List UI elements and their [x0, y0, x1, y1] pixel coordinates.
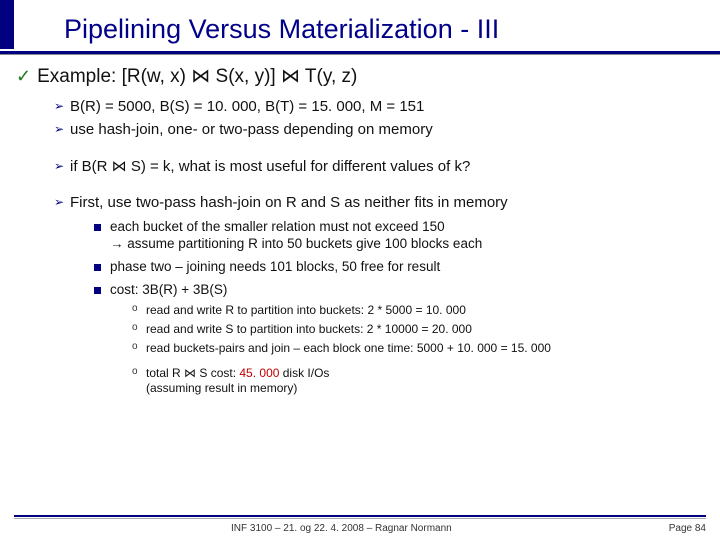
footer: INF 3100 – 21. og 22. 4. 2008 – Ragnar N… — [0, 515, 720, 534]
join-icon: ⋈ — [184, 366, 196, 380]
footer-center: INF 3100 – 21. og 22. 4. 2008 – Ragnar N… — [14, 523, 669, 534]
title-accent — [0, 0, 14, 49]
circle-item: read and write S to partition into bucke… — [132, 322, 710, 337]
circle-list: read and write R to partition into bucke… — [132, 303, 710, 356]
bullet-item: B(R) = 5000, B(S) = 10. 000, B(T) = 15. … — [54, 98, 710, 117]
bullet-item: use hash-join, one- or two-pass dependin… — [54, 121, 710, 140]
s1b: → assume partitioning R into 50 buckets … — [110, 236, 482, 251]
footer-row: INF 3100 – 21. og 22. 4. 2008 – Ragnar N… — [14, 523, 706, 534]
check-icon: ✓ — [16, 65, 31, 87]
join-icon: ⋈ — [112, 158, 127, 175]
join-icon: ⋈ — [281, 66, 300, 87]
s1a: each bucket of the smaller relation must… — [110, 219, 445, 234]
b3-post: S) = k, what is most useful for differen… — [127, 158, 471, 175]
footer-line-shadow — [14, 518, 706, 519]
circle-item: read and write R to partition into bucke… — [132, 303, 710, 318]
circle-item: read buckets-pairs and join – each block… — [132, 341, 710, 356]
circle-item: total R ⋈ S cost: 45. 000 disk I/Os (ass… — [132, 366, 710, 396]
bullet-item: if B(R ⋈ S) = k, what is most useful for… — [54, 158, 710, 177]
example-text: Example: [R(w, x) ⋈ S(x, y)] ⋈ T(y, z) — [37, 65, 357, 88]
expr-mid: S(x, y)] — [210, 66, 281, 87]
inner-item: each bucket of the smaller relation must… — [94, 219, 710, 253]
o4-post: disk I/Os — [279, 366, 329, 380]
circle-list-total: total R ⋈ S cost: 45. 000 disk I/Os (ass… — [132, 366, 710, 396]
bullet-list: B(R) = 5000, B(S) = 10. 000, B(T) = 15. … — [54, 98, 710, 396]
inner-list: each bucket of the smaller relation must… — [94, 219, 710, 396]
footer-line — [14, 515, 706, 517]
o4-mid: S cost: — [196, 366, 239, 380]
inner-item: cost: 3B(R) + 3B(S) read and write R to … — [94, 282, 710, 396]
expr-pre: [R(w, x) — [122, 66, 192, 87]
o4-line2: (assuming result in memory) — [146, 381, 297, 395]
bullet-item: First, use two-pass hash-join on R and S… — [54, 194, 710, 395]
o4-red: 45. 000 — [239, 366, 279, 380]
inner-item: phase two – joining needs 101 blocks, 50… — [94, 259, 710, 276]
b3-pre: if B(R — [70, 158, 112, 175]
expr-post: T(y, z) — [300, 66, 357, 87]
page-title: Pipelining Versus Materialization - III — [64, 14, 720, 45]
o4-pre: total R — [146, 366, 184, 380]
example-label: Example: — [37, 66, 116, 87]
title-bar: Pipelining Versus Materialization - III — [0, 0, 720, 49]
example-row: ✓ Example: [R(w, x) ⋈ S(x, y)] ⋈ T(y, z) — [16, 65, 710, 88]
s3: cost: 3B(R) + 3B(S) — [110, 282, 227, 297]
join-icon: ⋈ — [191, 66, 210, 87]
footer-page: Page 84 — [669, 523, 706, 534]
content-area: ✓ Example: [R(w, x) ⋈ S(x, y)] ⋈ T(y, z)… — [0, 55, 720, 396]
b4-text: First, use two-pass hash-join on R and S… — [70, 194, 508, 211]
